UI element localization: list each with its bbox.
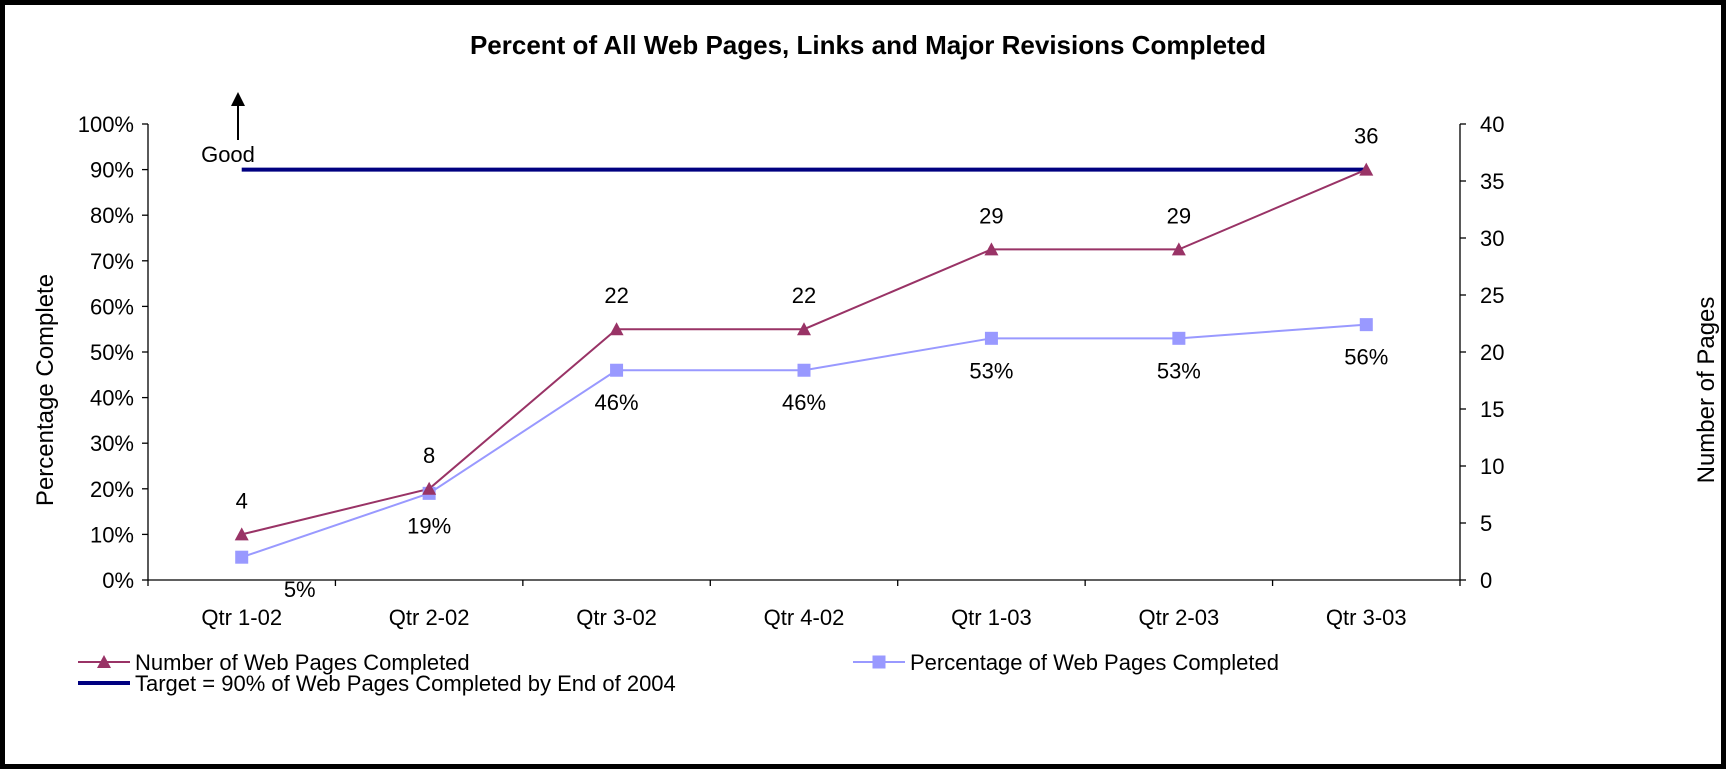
y-tick-label: 80% [90, 203, 134, 228]
y-tick-label: 30% [90, 431, 134, 456]
good-annotation: Good [201, 92, 255, 167]
x-tick-label: Qtr 2-03 [1139, 605, 1220, 630]
y-tick-label: 100% [78, 112, 134, 137]
y2-tick-label: 35 [1480, 169, 1504, 194]
percentage-point-marker [610, 363, 624, 377]
percentage-data-label: 5% [284, 577, 316, 602]
y2-tick-label: 25 [1480, 283, 1504, 308]
y-tick-label: 0% [102, 568, 134, 593]
percentage-data-label: 46% [595, 390, 639, 415]
x-tick-label: Qtr 3-03 [1326, 605, 1407, 630]
y-tick-label: 50% [90, 340, 134, 365]
legend-label: Target = 90% of Web Pages Completed by E… [135, 671, 676, 696]
count-data-label: 36 [1354, 124, 1378, 149]
y-axis-title: Percentage Complete [32, 274, 59, 506]
y2-tick-label: 0 [1480, 568, 1492, 593]
percentage-point-marker [235, 550, 249, 564]
x-tick-label: Qtr 1-02 [201, 605, 282, 630]
data-labels: 5% 19% 46% 46% 53% 53% 56% 4 8 22 22 29 29 36 [236, 124, 1389, 603]
legend-label: Percentage of Web Pages Completed [910, 650, 1279, 675]
x-tick-label: Qtr 1-03 [951, 605, 1032, 630]
percentage-data-label: 19% [407, 513, 451, 538]
chart-title: Percent of All Web Pages, Links and Majo… [470, 30, 1266, 60]
count-point-marker [1359, 162, 1374, 176]
percentage-point-marker [1359, 318, 1373, 332]
legend-label: Number of Web Pages Completed [135, 650, 470, 675]
y-tick-label: 40% [90, 386, 134, 411]
good-annotation-text: Good [201, 142, 255, 167]
y-tick-label: 70% [90, 249, 134, 274]
y2-tick-label: 15 [1480, 397, 1504, 422]
legend-item-count: Number of Web Pages Completed [78, 650, 470, 675]
count-point-marker [984, 242, 999, 256]
count-data-label: 4 [236, 488, 248, 513]
good-arrow-head-icon [231, 92, 245, 106]
axes: 0% 10% 20% 30% 40% 50% 60% 70% 80% 90% 100% 0 5 10 15 2… [78, 112, 1505, 630]
legend-triangle-icon [97, 655, 111, 668]
count-data-label: 22 [604, 283, 628, 308]
legend-square-icon [872, 655, 886, 669]
count-series-line [241, 168, 1367, 536]
count-point-marker [797, 322, 811, 336]
percentage-data-label: 53% [969, 358, 1013, 383]
x-tick-label: Qtr 4-02 [764, 605, 845, 630]
y2-tick-label: 5 [1480, 511, 1492, 536]
percentage-point-marker [1172, 331, 1186, 345]
y-tick-label: 60% [90, 294, 134, 319]
y2-tick-label: 30 [1480, 226, 1504, 251]
y-tick-label: 90% [90, 158, 134, 183]
percentage-data-label: 56% [1344, 345, 1388, 370]
y2-axis-title: Number of Pages [1693, 297, 1720, 484]
count-point-marker [234, 527, 249, 541]
legend-item-target: Target = 90% of Web Pages Completed by E… [78, 671, 676, 696]
percentage-data-label: 53% [1157, 358, 1201, 383]
y2-tick-label: 40 [1480, 112, 1504, 137]
count-point-marker [1171, 242, 1186, 256]
legend-item-percentage: Percentage of Web Pages Completed [853, 650, 1279, 675]
x-tick-label: Qtr 3-02 [576, 605, 657, 630]
count-point-marker [609, 322, 624, 336]
legend: Number of Web Pages Completed Percentage … [78, 650, 1279, 696]
percentage-point-marker [797, 363, 811, 377]
count-point-marker [422, 481, 437, 495]
y2-tick-label: 20 [1480, 340, 1504, 365]
count-data-label: 29 [979, 203, 1003, 228]
y-tick-label: 10% [90, 522, 134, 547]
series-markers [234, 162, 1374, 564]
percentage-point-marker [984, 331, 998, 345]
y2-tick-label: 10 [1480, 454, 1504, 479]
percentage-data-label: 46% [782, 390, 826, 415]
count-data-label: 22 [792, 283, 816, 308]
count-data-label: 29 [1167, 203, 1191, 228]
count-data-label: 8 [423, 443, 435, 468]
x-tick-label: Qtr 2-02 [389, 605, 470, 630]
y-tick-label: 20% [90, 477, 134, 502]
